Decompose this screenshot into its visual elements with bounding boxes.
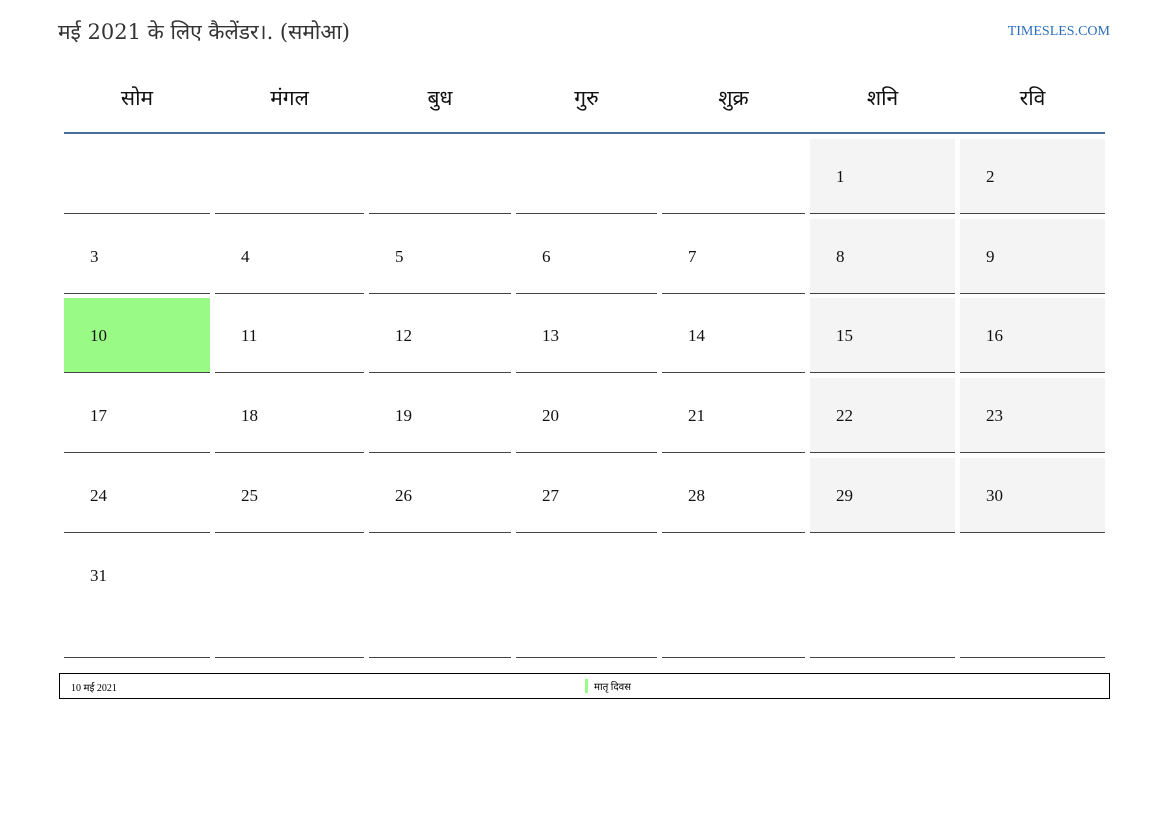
day-number: 12 <box>395 326 412 345</box>
day-cell[interactable]: 7 <box>662 219 805 294</box>
day-number: 8 <box>836 247 845 266</box>
day-number: 28 <box>688 486 705 505</box>
day-number: 20 <box>542 406 559 425</box>
day-cell[interactable]: 23 <box>960 378 1105 453</box>
header-divider <box>64 132 1105 134</box>
day-cell[interactable]: 5 <box>369 219 511 294</box>
day-number: 15 <box>836 326 853 345</box>
event-name: मातृ दिवस <box>585 679 631 693</box>
day-number: 5 <box>395 247 404 266</box>
day-number: 1 <box>836 167 845 186</box>
day-number: 23 <box>986 406 1003 425</box>
events-footer: 10 मई 2021 मातृ दिवस <box>59 673 1110 699</box>
day-cell[interactable]: 18 <box>215 378 364 453</box>
day-cell[interactable]: 15 <box>810 298 955 373</box>
day-cell[interactable]: 3 <box>64 219 210 294</box>
day-number: 7 <box>688 247 697 266</box>
empty-cell <box>369 139 511 214</box>
weekday-header: गुरु <box>574 86 599 110</box>
day-number: 9 <box>986 247 995 266</box>
day-cell[interactable]: 24 <box>64 458 210 533</box>
day-number: 16 <box>986 326 1003 345</box>
day-cell[interactable]: 28 <box>662 458 805 533</box>
day-cell[interactable]: 26 <box>369 458 511 533</box>
day-cell[interactable]: 21 <box>662 378 805 453</box>
weekday-header: मंगल <box>270 86 309 110</box>
day-number: 27 <box>542 486 559 505</box>
empty-cell <box>810 538 955 658</box>
day-cell[interactable]: 20 <box>516 378 657 453</box>
day-cell[interactable]: 1 <box>810 139 955 214</box>
day-cell[interactable]: 14 <box>662 298 805 373</box>
day-cell[interactable]: 16 <box>960 298 1105 373</box>
day-number: 6 <box>542 247 551 266</box>
site-link[interactable]: TIMESLES.COM <box>1007 24 1110 39</box>
day-number: 13 <box>542 326 559 345</box>
day-cell[interactable]: 10 <box>64 298 210 373</box>
day-number: 17 <box>90 406 107 425</box>
empty-cell <box>960 538 1105 658</box>
day-cell[interactable]: 4 <box>215 219 364 294</box>
day-cell[interactable]: 8 <box>810 219 955 294</box>
day-number: 2 <box>986 167 995 186</box>
weekday-header: रवि <box>1019 86 1046 110</box>
empty-cell <box>215 538 364 658</box>
day-cell[interactable]: 19 <box>369 378 511 453</box>
day-cell[interactable]: 12 <box>369 298 511 373</box>
day-cell[interactable]: 11 <box>215 298 364 373</box>
day-cell[interactable]: 17 <box>64 378 210 453</box>
empty-cell <box>369 538 511 658</box>
empty-cell <box>662 139 805 214</box>
day-number: 3 <box>90 247 99 266</box>
day-number: 30 <box>986 486 1003 505</box>
day-number: 26 <box>395 486 412 505</box>
empty-cell <box>64 139 210 214</box>
day-number: 22 <box>836 406 853 425</box>
day-cell[interactable]: 2 <box>960 139 1105 214</box>
day-number: 24 <box>90 486 107 505</box>
empty-cell <box>215 139 364 214</box>
day-number: 21 <box>688 406 705 425</box>
day-number: 19 <box>395 406 412 425</box>
event-date: 10 मई 2021 <box>71 683 117 694</box>
day-cell[interactable]: 25 <box>215 458 364 533</box>
weekday-header: शुक्र <box>718 86 749 110</box>
empty-cell <box>516 538 657 658</box>
day-number: 14 <box>688 326 705 345</box>
day-cell[interactable]: 31 <box>64 538 210 658</box>
weekday-header: सोम <box>120 86 154 110</box>
day-number: 18 <box>241 406 258 425</box>
weekday-header: बुध <box>427 86 453 110</box>
day-cell[interactable]: 29 <box>810 458 955 533</box>
page-title: मई 2021 के लिए कैलेंडर।. (समोआ) <box>58 20 350 44</box>
day-cell[interactable]: 22 <box>810 378 955 453</box>
day-cell[interactable]: 13 <box>516 298 657 373</box>
day-cell[interactable]: 9 <box>960 219 1105 294</box>
day-number: 29 <box>836 486 853 505</box>
weekday-header: शनि <box>866 86 899 110</box>
day-number: 10 <box>90 326 107 345</box>
day-cell[interactable]: 27 <box>516 458 657 533</box>
day-cell[interactable]: 6 <box>516 219 657 294</box>
day-cell[interactable]: 30 <box>960 458 1105 533</box>
day-number: 31 <box>90 566 107 585</box>
day-number: 4 <box>241 247 250 266</box>
day-number: 25 <box>241 486 258 505</box>
empty-cell <box>662 538 805 658</box>
day-number: 11 <box>241 326 258 345</box>
empty-cell <box>516 139 657 214</box>
